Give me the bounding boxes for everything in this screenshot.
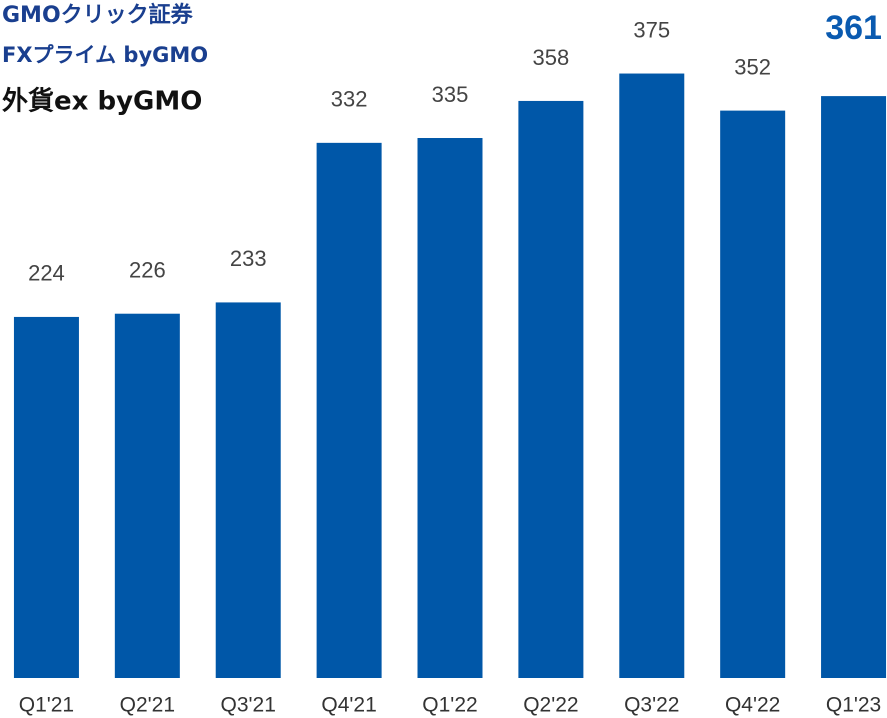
bar [316,142,382,678]
logo-gmo-click: GMOクリック証券 [2,2,194,28]
x-tick-label: Q4'21 [321,694,376,717]
x-tick-label: Q3'22 [624,694,679,717]
value-label: 224 [28,261,65,286]
bar [619,73,685,679]
bar [114,313,180,678]
x-tick-label: Q4'22 [725,694,780,717]
bar [417,138,483,678]
value-label: 335 [432,82,469,107]
x-tick-label: Q1'21 [19,694,74,717]
bar [13,316,79,678]
value-label: 375 [633,17,670,42]
value-label: 233 [230,246,267,271]
x-tick-label: Q2'22 [523,694,578,717]
value-label: 332 [331,87,368,112]
logo-gaika-ex: 外貨ex byGMO [2,86,202,117]
x-tick-label: Q2'21 [120,694,175,717]
bar [720,110,786,679]
x-tick-label: Q1'22 [422,694,477,717]
bar [518,100,584,678]
value-label: 226 [129,258,166,283]
x-tick-label: Q1'23 [826,694,881,717]
value-label: 361 [825,9,882,47]
bar [215,302,281,678]
value-label: 352 [734,54,771,79]
x-tick-label: Q3'21 [221,694,276,717]
logo-fx-prime: FXプライム byGMO [2,43,208,67]
bar [821,96,887,679]
value-label: 358 [533,45,570,70]
